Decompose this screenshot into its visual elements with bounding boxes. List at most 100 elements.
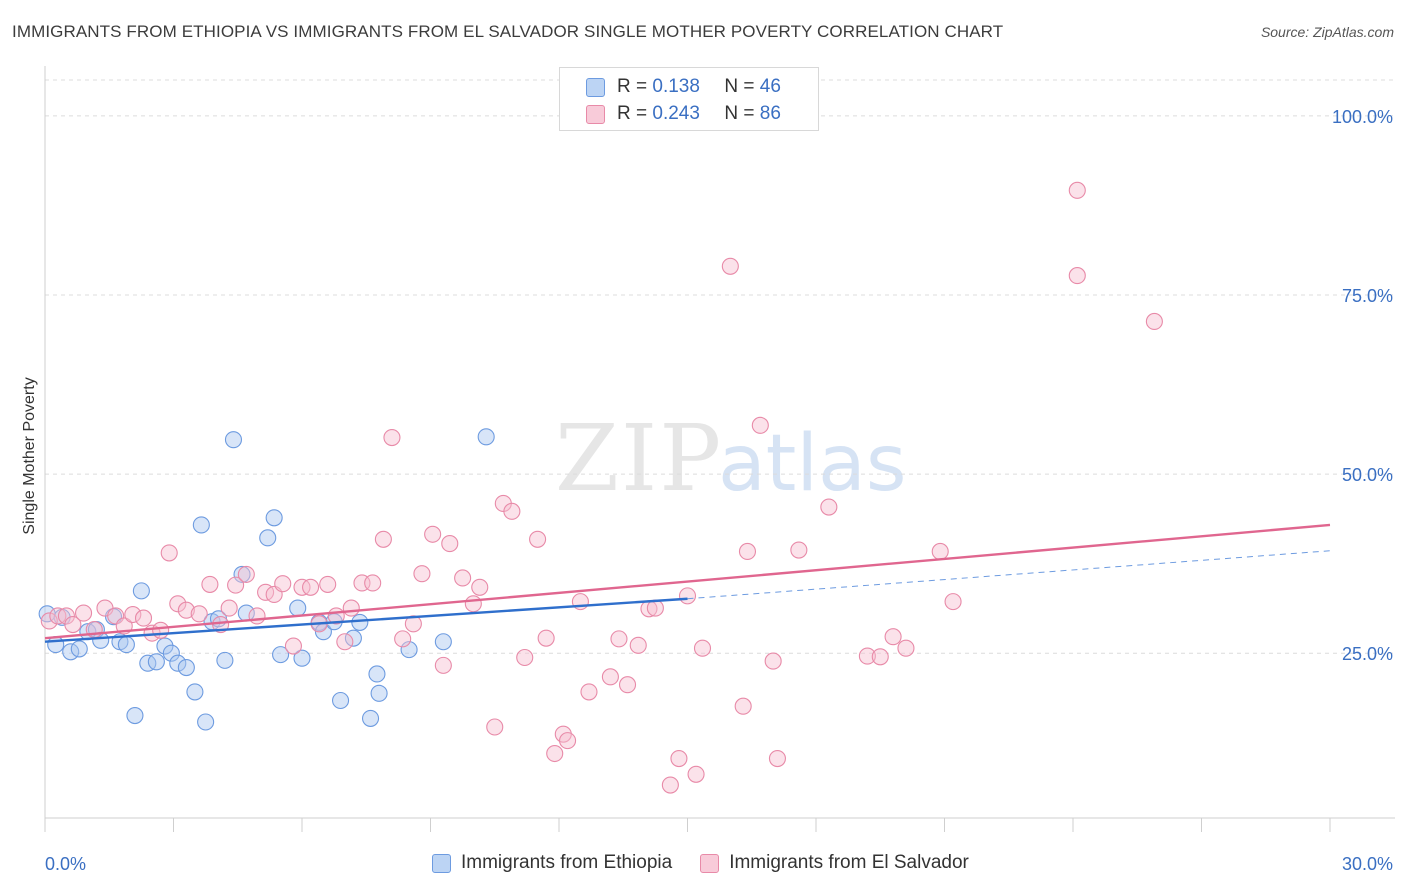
- data-point: [661, 776, 679, 794]
- trend-line-0: [44, 597, 688, 643]
- data-point: [40, 612, 58, 630]
- data-point: [546, 744, 564, 763]
- data-point: [413, 565, 431, 583]
- data-point: [302, 578, 320, 596]
- n-label: N =: [724, 103, 755, 124]
- data-point: [464, 595, 482, 613]
- r-label: R =: [617, 103, 648, 124]
- data-point: [197, 713, 215, 731]
- data-point: [529, 530, 547, 548]
- data-point: [169, 595, 187, 613]
- data-point: [434, 656, 452, 674]
- data-point: [790, 541, 808, 559]
- data-point: [441, 535, 459, 553]
- data-point: [160, 544, 178, 562]
- data-point: [1145, 312, 1163, 331]
- data-point: [319, 575, 337, 593]
- watermark-zip: ZIP: [555, 405, 723, 512]
- data-point: [368, 665, 386, 683]
- watermark: ZIP atlas: [555, 405, 907, 512]
- data-point: [192, 516, 210, 534]
- data-point: [424, 525, 442, 543]
- data-point: [289, 599, 307, 617]
- data-point: [610, 630, 628, 648]
- data-point: [186, 683, 204, 701]
- axes: [44, 66, 1395, 832]
- data-point: [47, 636, 65, 654]
- data-point: [177, 658, 195, 677]
- data-point: [293, 578, 311, 596]
- x-tick-label: 0.0%: [45, 854, 86, 874]
- data-point: [721, 257, 739, 275]
- data-point: [132, 582, 150, 600]
- axis-labels: 25.0% 50.0% 75.0% 100.0% 0.0% 30.0% Single Mot…: [21, 107, 1393, 874]
- trend-line-1: [44, 523, 1331, 640]
- data-point: [454, 569, 472, 587]
- data-point: [503, 502, 521, 520]
- data-point: [751, 416, 769, 434]
- el-salvador-swatch: [586, 104, 605, 124]
- data-point: [284, 637, 302, 655]
- data-point: [272, 646, 290, 664]
- series-points-1: [40, 181, 1163, 794]
- data-points: [38, 181, 1163, 794]
- series-legend-ethiopia: Immigrants from Ethiopia: [432, 852, 672, 874]
- x-tick-label: 30.0%: [1342, 854, 1393, 874]
- data-point: [156, 637, 174, 655]
- data-point: [169, 654, 187, 672]
- data-point: [884, 628, 902, 646]
- data-point: [477, 428, 495, 446]
- data-point: [336, 633, 354, 651]
- data-point: [434, 633, 452, 651]
- series-name-el-salvador: Immigrants from El Salvador: [729, 852, 969, 873]
- data-point: [383, 428, 401, 447]
- data-point: [897, 639, 915, 657]
- data-point: [177, 601, 195, 619]
- data-point: [75, 604, 93, 622]
- series-name-ethiopia: Immigrants from Ethiopia: [461, 852, 673, 873]
- data-point: [152, 621, 170, 639]
- series-legend-el-salvador: Immigrants from El Salvador: [700, 852, 969, 874]
- data-point: [265, 509, 283, 527]
- n-label: N =: [724, 76, 755, 97]
- legend-row-ethiopia: R = 0.138 N = 46: [586, 75, 781, 99]
- y-tick-label: 100.0%: [1332, 107, 1393, 127]
- data-point: [248, 607, 266, 625]
- trend-lines: [44, 523, 1331, 643]
- y-tick-label: 50.0%: [1342, 465, 1393, 485]
- data-point: [618, 676, 637, 694]
- data-point: [351, 613, 369, 631]
- y-tick-label: 25.0%: [1342, 644, 1393, 664]
- ethiopia-legend-swatch: [432, 853, 451, 873]
- data-point: [124, 605, 142, 624]
- data-point: [259, 529, 277, 547]
- ethiopia-swatch: [586, 77, 605, 97]
- data-point: [201, 575, 219, 593]
- data-point: [237, 565, 255, 583]
- data-point: [537, 629, 555, 647]
- data-point: [738, 542, 757, 561]
- chart-title: IMMIGRANTS FROM ETHIOPIA VS IMMIGRANTS F…: [12, 22, 1004, 41]
- data-point: [931, 542, 949, 561]
- data-point: [1068, 267, 1086, 285]
- el-salvador-legend-swatch: [700, 853, 720, 873]
- n-value-ethiopia: 46: [759, 76, 781, 97]
- data-point: [57, 607, 75, 625]
- data-point: [559, 732, 577, 750]
- data-point: [687, 765, 705, 783]
- data-point: [70, 640, 88, 658]
- data-point: [580, 683, 598, 701]
- series-legend: Immigrants from Ethiopia Immigrants from…: [432, 852, 997, 874]
- data-point: [216, 651, 234, 669]
- data-point: [344, 629, 362, 647]
- r-label: R =: [617, 76, 648, 97]
- data-point: [944, 593, 962, 611]
- data-point: [224, 431, 243, 449]
- trend-extension-0: [687, 550, 1331, 600]
- data-point: [678, 587, 697, 605]
- y-axis-label: Single Mother Poverty: [21, 377, 38, 534]
- data-point: [331, 691, 350, 710]
- n-value-el-salvador: 86: [759, 103, 781, 124]
- data-point: [64, 615, 82, 634]
